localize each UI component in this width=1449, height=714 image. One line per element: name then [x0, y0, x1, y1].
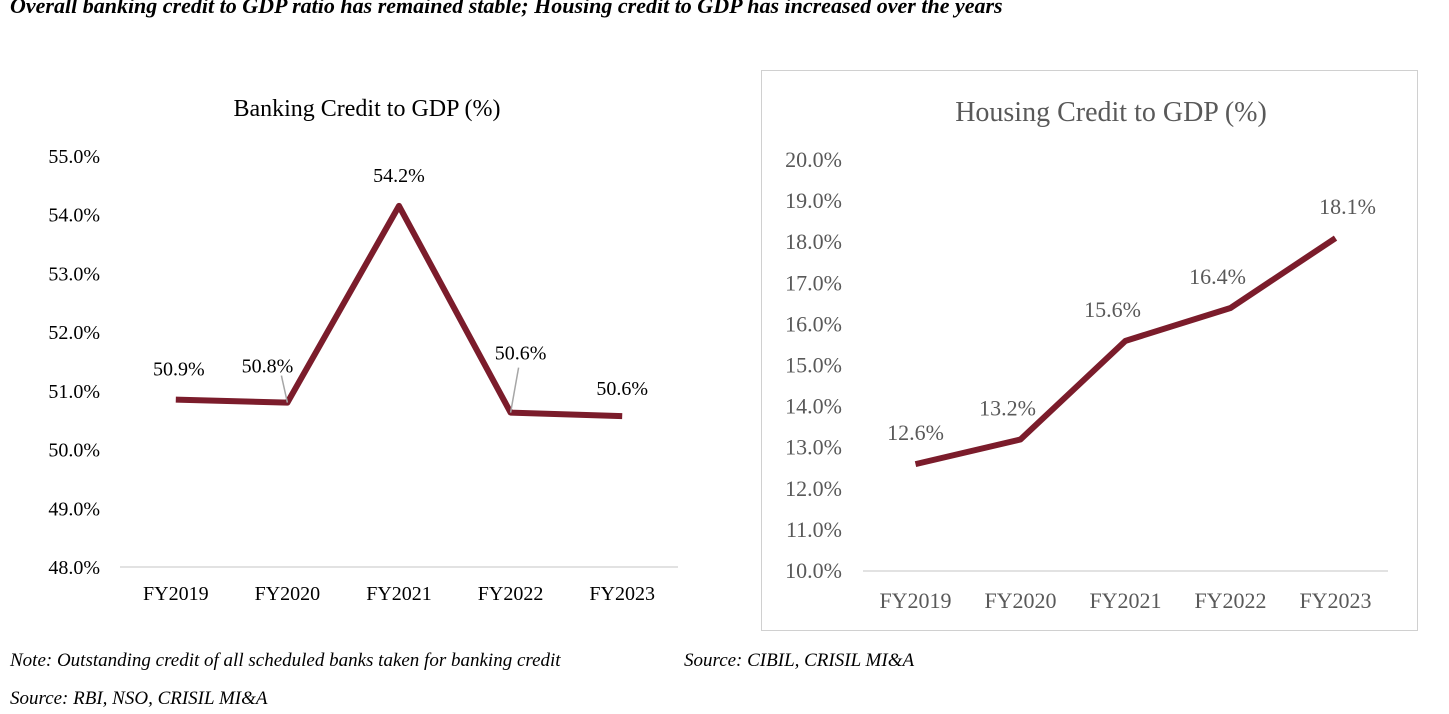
housing-source: Source: CIBIL, CRISIL MI&A: [684, 650, 915, 671]
y-tick-label: 50.0%: [48, 440, 100, 462]
y-tick-label: 18.0%: [785, 229, 842, 254]
y-tick-label: 14.0%: [785, 394, 842, 419]
x-tick-label: FY2022: [478, 583, 544, 605]
banking-note: Note: Outstanding credit of all schedule…: [10, 650, 561, 671]
x-tick-label: FY2022: [1194, 588, 1266, 613]
data-label: 16.4%: [1189, 264, 1246, 289]
data-label: 54.2%: [373, 165, 425, 187]
y-tick-label: 49.0%: [48, 498, 100, 520]
chart-title: Banking Credit to GDP (%): [233, 96, 500, 122]
data-label: 12.6%: [887, 420, 944, 445]
x-tick-label: FY2021: [366, 583, 432, 605]
housing-chart-frame: [761, 70, 1418, 631]
x-tick-label: FY2019: [143, 583, 209, 605]
y-tick-label: 12.0%: [785, 476, 842, 501]
housing-credit-chart: Housing Credit to GDP (%) 10.0% 11.0% 12.0%…: [785, 97, 1388, 613]
y-tick-label: 10.0%: [785, 558, 842, 583]
data-label: 50.6%: [596, 378, 648, 400]
y-tick-label: 54.0%: [48, 205, 100, 227]
x-tick-label: FY2023: [1299, 588, 1371, 613]
x-tick-label: FY2023: [589, 583, 655, 605]
y-tick-label: 17.0%: [785, 270, 842, 295]
x-tick-label: FY2020: [984, 588, 1056, 613]
y-tick-label: 15.0%: [785, 353, 842, 378]
y-tick-label: 16.0%: [785, 311, 842, 336]
leader-line: [280, 375, 289, 403]
banking-credit-chart: Banking Credit to GDP (%) 48.0% 49.0% 50.0%…: [48, 96, 678, 605]
banking-source: Source: RBI, NSO, CRISIL MI&A: [10, 688, 268, 709]
data-label: 50.8%: [242, 356, 294, 378]
x-tick-label: FY2021: [1089, 588, 1161, 613]
data-label: 13.2%: [979, 395, 1036, 420]
chart-title: Housing Credit to GDP (%): [955, 97, 1267, 128]
x-tick-label: FY2020: [255, 583, 321, 605]
y-tick-label: 52.0%: [48, 322, 100, 344]
y-tick-label: 11.0%: [786, 517, 842, 542]
series-line: [914, 235, 1338, 468]
leader-line: [509, 367, 520, 413]
y-tick-label: 13.0%: [785, 435, 842, 460]
page-heading: Overall banking credit to GDP ratio has …: [10, 0, 1003, 18]
series-line: [175, 202, 623, 420]
y-tick-label: 48.0%: [48, 557, 100, 579]
y-tick-label: 53.0%: [48, 263, 100, 285]
data-label: 18.1%: [1319, 194, 1376, 219]
data-label: 50.9%: [153, 359, 205, 381]
y-tick-label: 20.0%: [785, 147, 842, 172]
x-tick-label: FY2019: [879, 588, 951, 613]
y-tick-label: 19.0%: [785, 188, 842, 213]
data-label: 50.6%: [495, 343, 547, 365]
data-label: 15.6%: [1084, 297, 1141, 322]
y-tick-label: 55.0%: [48, 146, 100, 168]
y-tick-label: 51.0%: [48, 381, 100, 403]
